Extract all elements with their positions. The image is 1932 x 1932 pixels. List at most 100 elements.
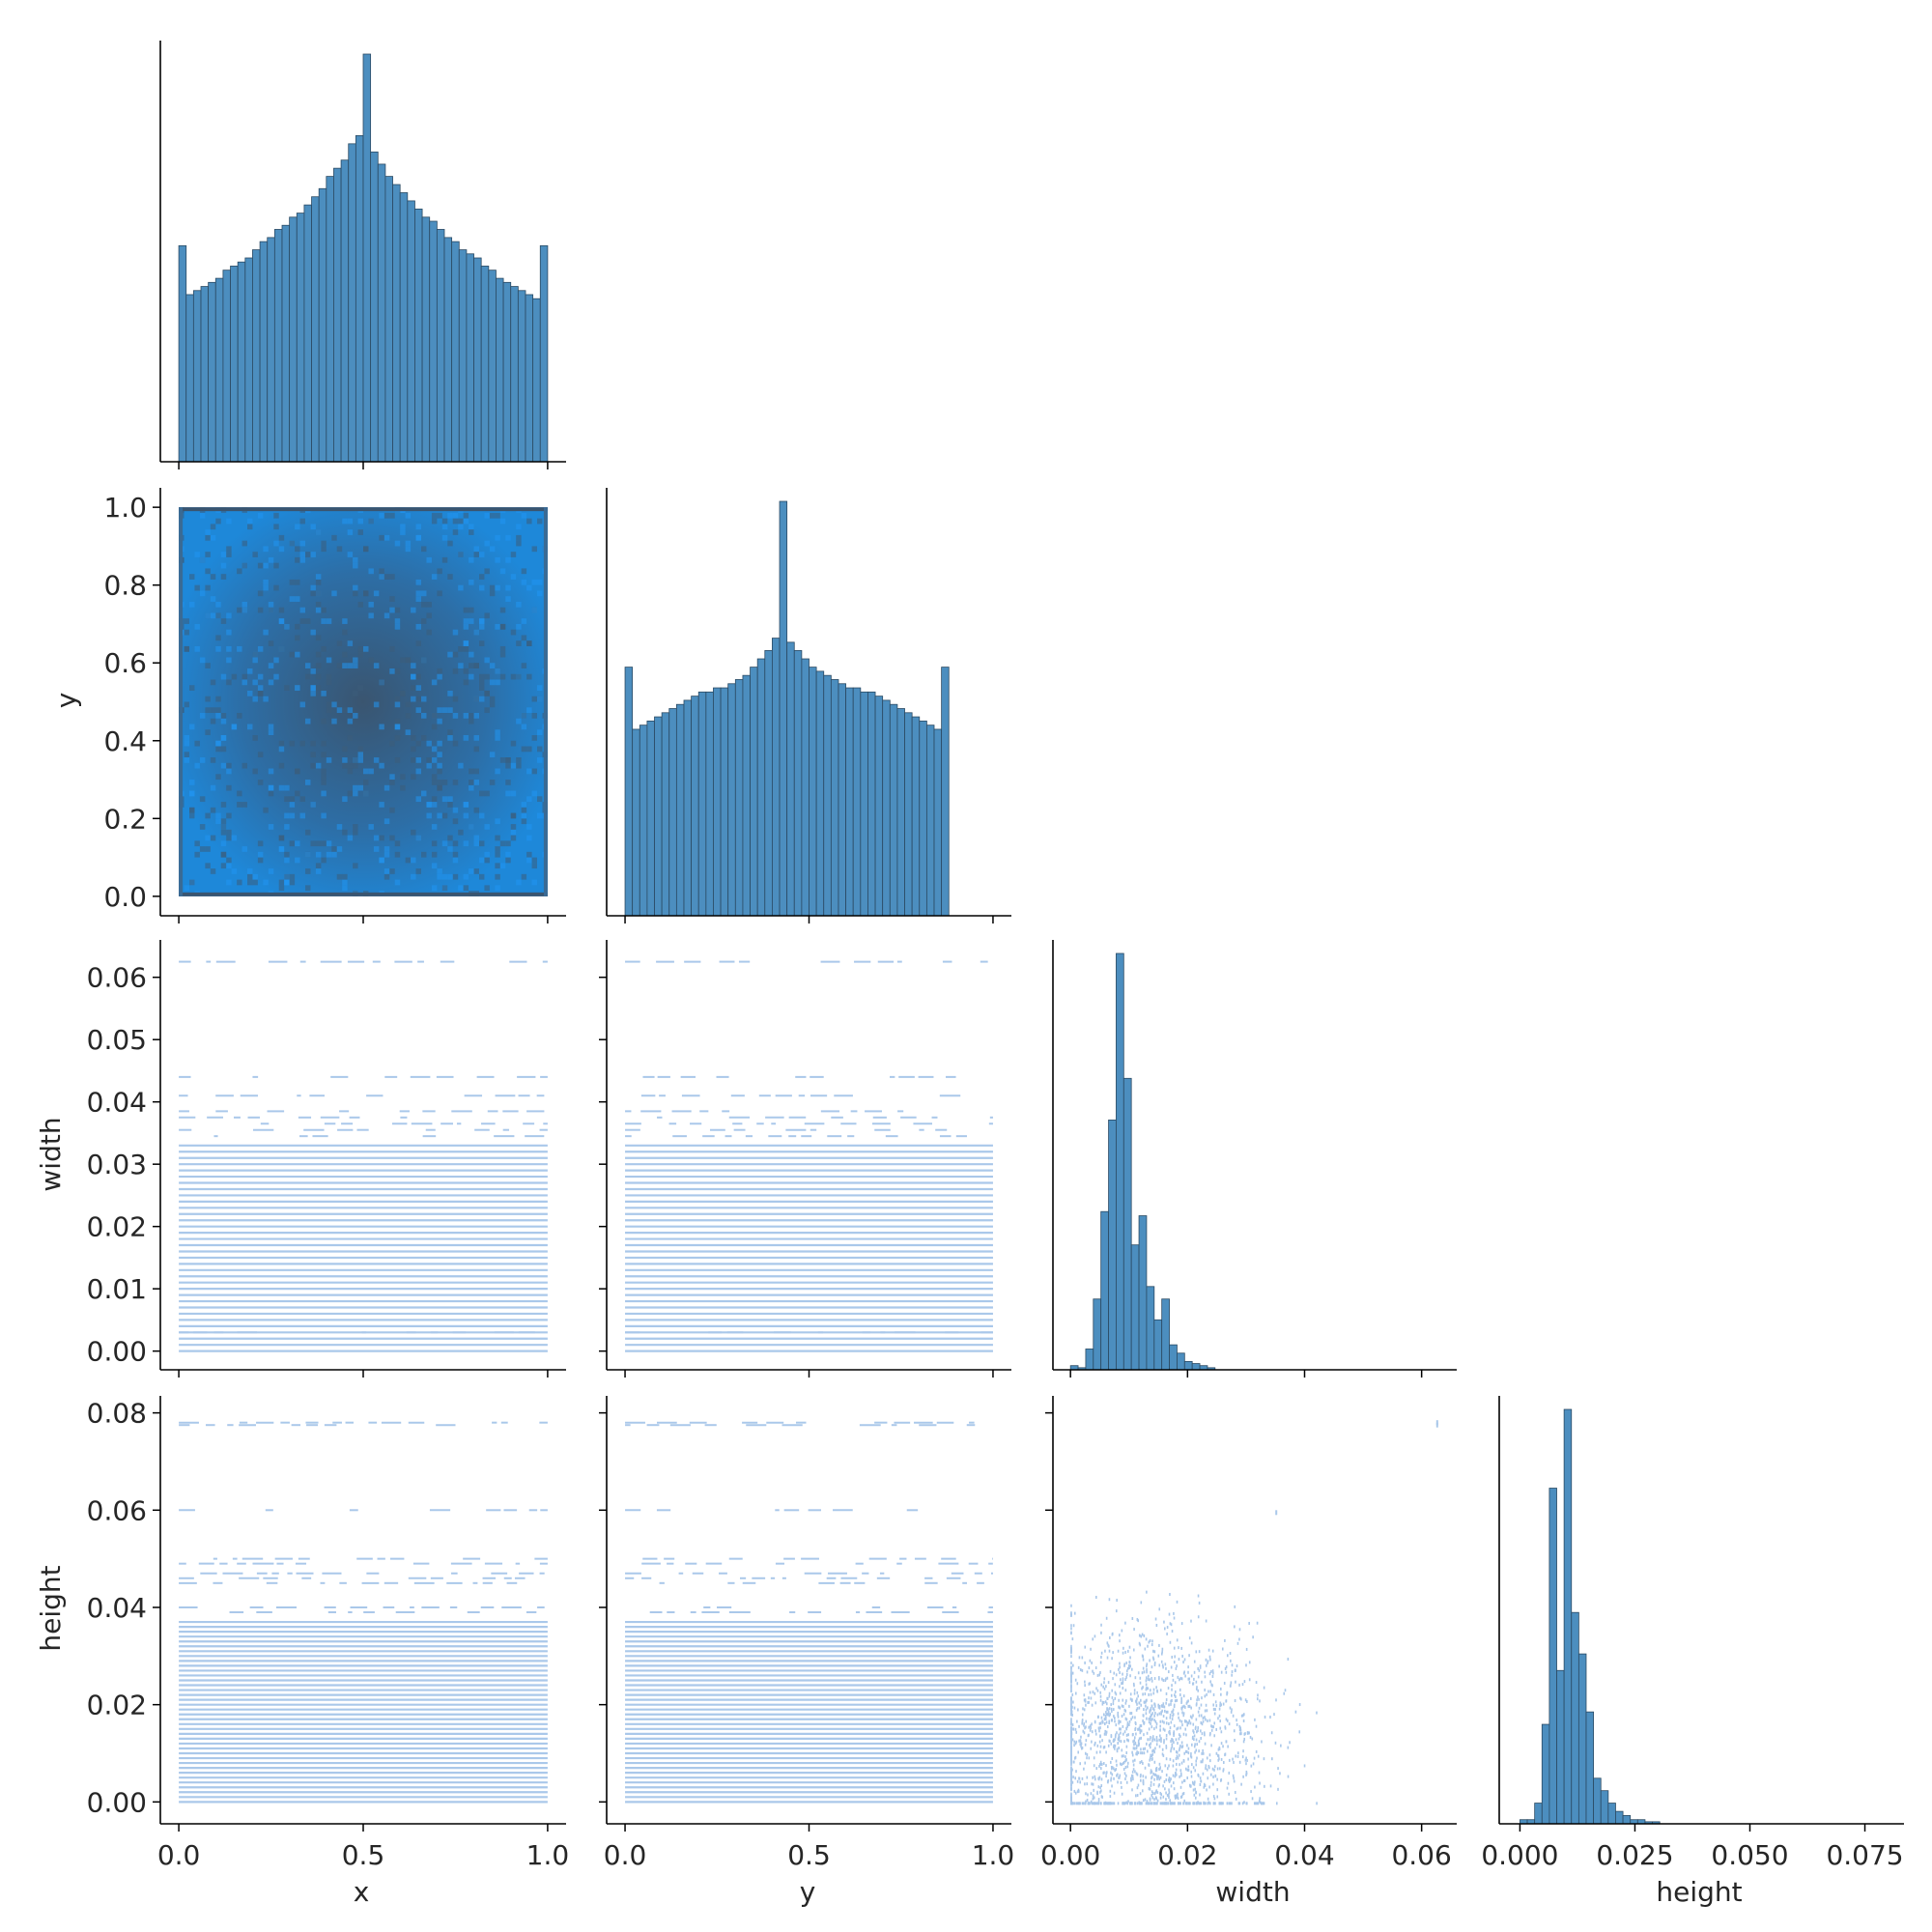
bin-cell <box>1099 1670 1101 1674</box>
bin-cell <box>1174 1699 1177 1703</box>
bin-cell <box>1106 1708 1108 1712</box>
bin-cell <box>1105 1710 1107 1714</box>
bin-cell <box>1115 1759 1118 1763</box>
bin-cell <box>1163 1705 1166 1709</box>
bin-cell <box>1102 1700 1105 1704</box>
density-cell <box>415 868 421 874</box>
bin-cell <box>1150 1783 1152 1787</box>
density-cell <box>389 596 395 602</box>
hist-bar <box>838 683 846 917</box>
bin-cell <box>1123 1740 1125 1744</box>
bin-cell <box>1081 1713 1084 1717</box>
density-cell <box>210 596 216 602</box>
bin-cell <box>1076 1682 1079 1686</box>
bin-cell <box>1242 1775 1244 1778</box>
bin-cell <box>1163 1728 1166 1732</box>
bin-cell <box>1098 1740 1101 1744</box>
bin-cell <box>1210 1728 1213 1732</box>
bin-cell <box>1166 1767 1169 1771</box>
bin-cell <box>1149 1638 1151 1642</box>
bin-cell <box>1161 1663 1164 1667</box>
bin-cell <box>1163 1620 1165 1624</box>
bin-cell <box>1191 1716 1193 1719</box>
bin-cell <box>1187 1757 1189 1761</box>
bin-cell <box>1118 1739 1121 1743</box>
bin-cell <box>1113 1802 1116 1805</box>
bin-cell <box>1256 1697 1259 1701</box>
bin-cell <box>1166 1676 1169 1680</box>
hist-bar <box>941 667 950 917</box>
density-cell <box>263 546 269 553</box>
bin-cell <box>1126 1721 1129 1725</box>
density-cell <box>353 762 358 769</box>
density-cell <box>489 701 496 708</box>
density-cell <box>263 584 269 591</box>
density-cell <box>342 707 348 714</box>
hist-bar <box>1593 1777 1602 1825</box>
density-cell <box>310 629 316 636</box>
bin-cell <box>1111 1773 1114 1776</box>
bin-cell <box>1122 1754 1124 1758</box>
density-cell <box>463 668 469 674</box>
bin-cell <box>1103 1681 1105 1685</box>
density-cell <box>310 802 316 808</box>
bin-cell <box>1149 1678 1151 1682</box>
density-cell <box>189 601 195 608</box>
density-cell <box>205 612 211 619</box>
bin-cell <box>1124 1650 1126 1654</box>
y-tick-label: 0.02 <box>87 1211 147 1243</box>
bin-cell <box>1153 1650 1156 1654</box>
density-cell <box>215 645 221 652</box>
density-cell <box>194 762 200 769</box>
bin-cell <box>1148 1744 1151 1747</box>
bin-cell <box>1149 1659 1151 1662</box>
density-cell <box>463 802 469 808</box>
bin-cell <box>1224 1666 1227 1670</box>
bin-cell <box>1156 1799 1159 1803</box>
bin-cell <box>1195 1650 1198 1654</box>
bin-cell <box>1086 1756 1088 1760</box>
bin-cell <box>1129 1692 1132 1696</box>
bin-cell <box>1188 1681 1191 1685</box>
bin-cell <box>1134 1802 1136 1805</box>
bin-cell <box>1204 1716 1206 1719</box>
density-cell <box>479 640 485 646</box>
bin-cell <box>1160 1739 1162 1743</box>
bin-cell <box>1208 1753 1211 1757</box>
density-cell <box>484 512 490 519</box>
hist-bar <box>1130 1244 1140 1371</box>
bin-cell <box>1100 1777 1103 1781</box>
bin-cell <box>1198 1749 1200 1753</box>
density-cell <box>257 690 264 696</box>
density-cell <box>473 807 479 813</box>
bin-cell <box>1093 1671 1095 1675</box>
bin-cell <box>1105 1772 1108 1776</box>
density-cell <box>226 857 232 864</box>
bin-cell <box>1166 1632 1168 1635</box>
density-cell <box>437 752 442 758</box>
bin-cell <box>1243 1801 1245 1804</box>
bin-cell <box>1140 1778 1142 1782</box>
bin-cell <box>1070 1792 1072 1796</box>
x-tick-label: 0.075 <box>1826 1839 1903 1871</box>
bin-cell <box>1216 1788 1219 1792</box>
bin-cell <box>1165 1733 1168 1737</box>
bin-cell <box>1182 1759 1185 1763</box>
bin-cell <box>1200 1802 1203 1805</box>
density-cell <box>315 529 322 535</box>
hist-bar <box>267 237 275 463</box>
bin-cell <box>1139 1761 1142 1765</box>
bin-cell <box>1088 1802 1091 1805</box>
bin-cell <box>1153 1760 1156 1764</box>
bin-cell <box>1208 1655 1211 1659</box>
bin-cell <box>1179 1747 1181 1750</box>
density-cell <box>273 657 279 664</box>
density-cell <box>495 873 500 880</box>
density-cell <box>342 829 348 836</box>
x-tick-label: 0.06 <box>1391 1839 1451 1871</box>
density-cell <box>389 607 395 613</box>
bin-cell <box>1089 1690 1092 1694</box>
density-cell <box>495 846 500 852</box>
bin-cell <box>1224 1752 1227 1756</box>
